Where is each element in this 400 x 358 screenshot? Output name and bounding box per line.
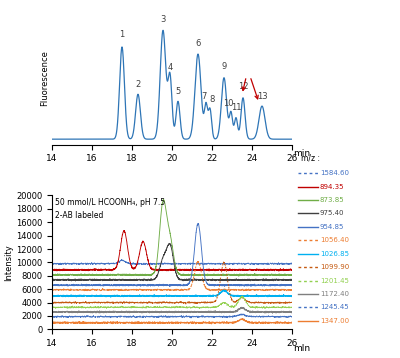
Text: 1099.90: 1099.90 bbox=[320, 264, 349, 270]
Text: 873.85: 873.85 bbox=[320, 197, 345, 203]
Text: 8: 8 bbox=[209, 95, 215, 104]
Text: 5: 5 bbox=[175, 87, 181, 96]
Text: 1: 1 bbox=[119, 30, 125, 39]
Text: 1584.60: 1584.60 bbox=[320, 170, 349, 176]
Text: 954.85: 954.85 bbox=[320, 224, 344, 230]
Text: 894.35: 894.35 bbox=[320, 184, 344, 190]
Text: 4: 4 bbox=[167, 63, 173, 72]
Text: 2: 2 bbox=[135, 80, 141, 89]
Text: 11: 11 bbox=[231, 103, 242, 112]
Y-axis label: Intensity: Intensity bbox=[4, 244, 13, 281]
Text: 7: 7 bbox=[202, 92, 207, 101]
Text: 1056.40: 1056.40 bbox=[320, 237, 349, 243]
Text: 1201.45: 1201.45 bbox=[320, 277, 349, 284]
Text: 975.40: 975.40 bbox=[320, 211, 344, 217]
Text: 1245.45: 1245.45 bbox=[320, 304, 349, 310]
Text: 50 mmol/L HCOONH₄, pH 7.5
2-AB labeled: 50 mmol/L HCOONH₄, pH 7.5 2-AB labeled bbox=[55, 198, 165, 220]
Text: 3: 3 bbox=[160, 15, 166, 24]
Text: 10: 10 bbox=[223, 99, 234, 108]
Text: 6: 6 bbox=[195, 39, 201, 48]
Text: 1347.00: 1347.00 bbox=[320, 318, 349, 324]
Text: 9: 9 bbox=[221, 62, 227, 71]
Text: min: min bbox=[293, 149, 310, 158]
Text: 1026.85: 1026.85 bbox=[320, 251, 349, 257]
Text: m/z :: m/z : bbox=[301, 153, 320, 162]
Text: mIn: mIn bbox=[293, 344, 310, 353]
Text: 12: 12 bbox=[238, 82, 248, 91]
Text: 1172.40: 1172.40 bbox=[320, 291, 349, 297]
Text: 13: 13 bbox=[257, 92, 267, 101]
Y-axis label: Fluorescence: Fluorescence bbox=[40, 50, 49, 106]
